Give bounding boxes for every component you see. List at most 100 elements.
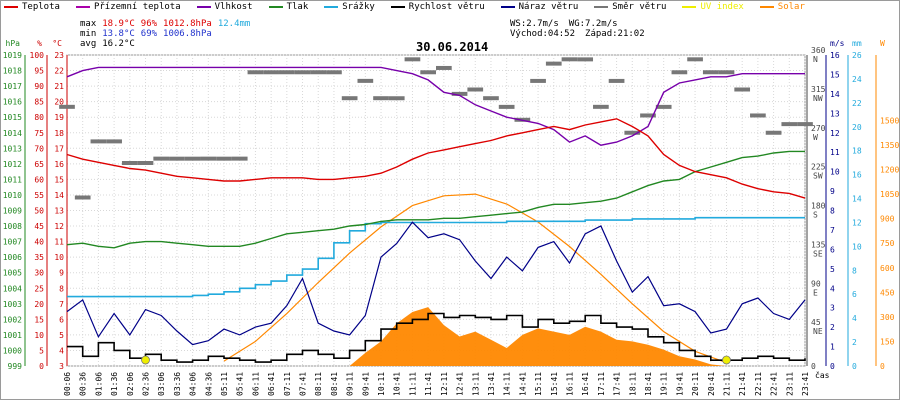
solar-tick-label: 1200 bbox=[880, 166, 899, 175]
humidity-tick-label: 50 bbox=[34, 207, 44, 216]
x-tick-label: 08:41 bbox=[330, 372, 339, 396]
wind-speed-avg: WS:2.7m/s bbox=[510, 19, 559, 29]
wind-tick-label: 2 bbox=[830, 323, 835, 332]
humidity-tick-label: 30 bbox=[34, 269, 44, 278]
direction-tick-compass: S bbox=[813, 211, 818, 220]
humidity-tick-label: 45 bbox=[34, 222, 44, 231]
legend: Teplota Přízemní teplota Vlhkost Tlak Srážky… bbox=[4, 2, 821, 16]
humidity-tick-label: 80 bbox=[34, 113, 44, 122]
x-tick-label: 03:36 bbox=[173, 372, 182, 396]
x-tick-label: 11:11 bbox=[408, 372, 417, 396]
temperature-tick-label: 11 bbox=[54, 238, 64, 247]
temperature-tick-label: 8 bbox=[59, 284, 64, 293]
x-tick-label: 08:11 bbox=[314, 372, 323, 396]
legend-label: Směr větru bbox=[612, 2, 667, 12]
temperature-tick-label: 22 bbox=[54, 67, 64, 76]
direction-tick-compass: W bbox=[813, 133, 818, 142]
wind-tick-label: 8 bbox=[830, 207, 835, 216]
direction-tick-label: 90 bbox=[811, 279, 821, 288]
series-sr-ky bbox=[67, 216, 805, 298]
legend-swatch bbox=[682, 5, 697, 8]
temperature-tick-label: 4 bbox=[59, 346, 64, 355]
temperature-axis-title: °C bbox=[52, 39, 62, 48]
legend-swatch bbox=[268, 5, 283, 8]
x-tick-label: 16:41 bbox=[581, 372, 590, 396]
x-tick-label: 23:41 bbox=[801, 372, 810, 396]
wind-gust-max: WG:7.2m/s bbox=[568, 19, 618, 29]
rain-tick-label: 14 bbox=[852, 195, 862, 204]
humidity-tick-label: 0 bbox=[39, 362, 44, 371]
pressure-tick-label: 1003 bbox=[3, 300, 22, 309]
solar-tick-label: 450 bbox=[880, 288, 895, 297]
x-tick-label: 22:11 bbox=[754, 372, 763, 396]
series-n-raz-v-tru bbox=[66, 221, 806, 346]
direction-tick-compass: NW bbox=[813, 94, 823, 103]
humidity-tick-label: 95 bbox=[34, 67, 44, 76]
legend-label: Náraz větru bbox=[518, 2, 579, 12]
stats-max-press: 1012.8hPa bbox=[163, 19, 212, 29]
wind-tick-label: 1 bbox=[830, 343, 835, 352]
legend-swatch bbox=[759, 5, 774, 8]
solar-axis-title: W bbox=[880, 39, 885, 48]
solar-tick-label: 1050 bbox=[880, 190, 899, 199]
temperature-tick-label: 6 bbox=[59, 315, 64, 324]
pressure-tick-label: 1001 bbox=[3, 331, 22, 340]
legend-item-0: Teplota bbox=[4, 2, 60, 12]
sunrise-time: Východ:04:52 bbox=[510, 29, 576, 39]
legend-label: Solar bbox=[777, 2, 805, 12]
pressure-tick-label: 1015 bbox=[3, 113, 22, 122]
x-tick-label: 06:11 bbox=[251, 372, 260, 396]
legend-label: Teplota bbox=[22, 2, 60, 12]
temperature-tick-label: 16 bbox=[54, 160, 64, 169]
x-tick-label: 15:11 bbox=[534, 372, 543, 396]
wind-tick-label: 7 bbox=[830, 226, 835, 235]
stats-max-hum: 96% bbox=[140, 19, 158, 29]
rain-axis-title: mm bbox=[852, 39, 862, 48]
wind-tick-label: 15 bbox=[830, 70, 840, 79]
x-tick-label: 09:41 bbox=[361, 372, 370, 396]
wind-tick-label: 3 bbox=[830, 304, 835, 313]
legend-label: Vlhkost bbox=[214, 2, 253, 12]
x-tick-label: 16:11 bbox=[565, 372, 574, 396]
temperature-tick-label: 23 bbox=[54, 51, 64, 60]
wind-sun-panel: WS:2.7m/s WG:7.2m/s Východ:04:52 Západ:21:… bbox=[510, 19, 655, 39]
legend-swatch bbox=[500, 5, 515, 8]
stats-min-label: min bbox=[80, 29, 97, 39]
legend-item-1: Přízemní teplota bbox=[75, 2, 181, 12]
direction-tick-compass: NE bbox=[813, 327, 823, 336]
wind-tick-label: 14 bbox=[830, 90, 840, 99]
legend-item-4: Srážky bbox=[324, 2, 375, 12]
pressure-tick-label: 1013 bbox=[3, 144, 22, 153]
pressure-tick-label: 1018 bbox=[3, 67, 22, 76]
stats-min-temp: 13.8°C bbox=[102, 29, 135, 39]
rain-tick-label: 12 bbox=[852, 218, 862, 227]
x-tick-label: 14:11 bbox=[503, 372, 512, 396]
temperature-tick-label: 15 bbox=[54, 175, 64, 184]
humidity-tick-label: 35 bbox=[34, 253, 44, 262]
humidity-tick-label: 90 bbox=[34, 82, 44, 91]
direction-tick-label: 180 bbox=[811, 202, 826, 211]
pressure-tick-label: 1007 bbox=[3, 238, 22, 247]
humidity-tick-label: 10 bbox=[34, 331, 44, 340]
pressure-tick-label: 1004 bbox=[3, 284, 22, 293]
temperature-tick-label: 5 bbox=[59, 331, 64, 340]
x-tick-label: 17:11 bbox=[597, 372, 606, 396]
x-axis-label: čas bbox=[815, 370, 830, 380]
temperature-tick-label: 18 bbox=[54, 129, 64, 138]
rain-tick-label: 24 bbox=[852, 75, 862, 84]
rain-tick-label: 16 bbox=[852, 171, 862, 180]
stats-rain: 12.4mm bbox=[217, 19, 251, 29]
humidity-tick-label: 65 bbox=[34, 160, 44, 169]
temperature-tick-label: 12 bbox=[54, 222, 64, 231]
legend-item-7: Směr větru bbox=[594, 2, 666, 12]
x-tick-label: 19:11 bbox=[660, 372, 669, 396]
legend-item-9: Solar bbox=[759, 2, 805, 12]
pressure-tick-label: 1000 bbox=[3, 346, 22, 355]
humidity-tick-label: 15 bbox=[34, 315, 44, 324]
pressure-tick-label: 999 bbox=[8, 362, 23, 371]
solar-tick-label: 600 bbox=[880, 264, 895, 273]
series-vlhkost bbox=[66, 66, 805, 146]
legend-item-3: Tlak bbox=[268, 2, 308, 12]
legend-label: Přízemní teplota bbox=[93, 2, 181, 12]
humidity-tick-label: 25 bbox=[34, 284, 44, 293]
